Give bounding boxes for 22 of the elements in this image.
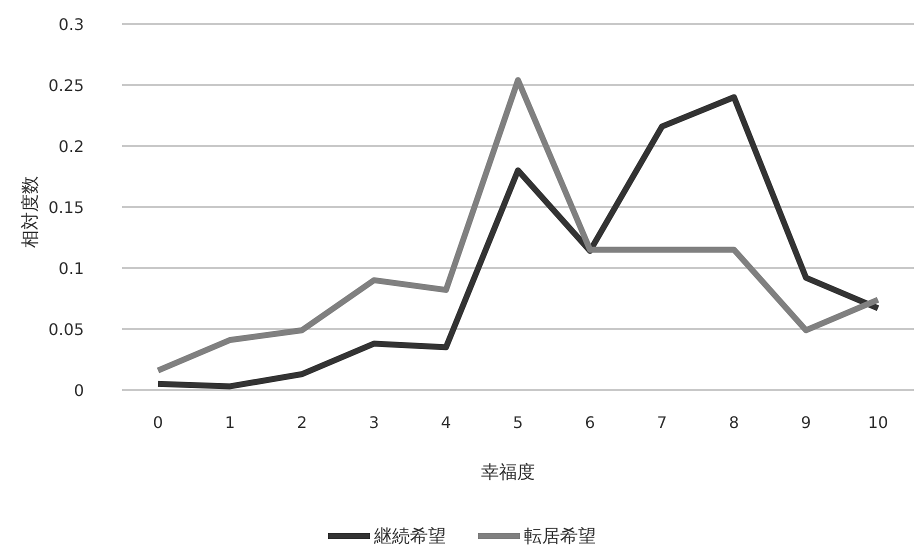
legend-label: 転居希望 — [524, 526, 596, 547]
x-tick-label: 7 — [656, 413, 668, 432]
y-tick-label: 0.2 — [58, 137, 84, 156]
x-tick-label: 3 — [368, 413, 380, 432]
y-tick-label: 0.25 — [48, 76, 84, 95]
y-tick-label: 0.05 — [48, 320, 84, 339]
x-tick-label: 5 — [512, 413, 524, 432]
y-tick-label: 0 — [74, 381, 84, 400]
x-tick-label: 2 — [296, 413, 308, 432]
y-tick-label: 0.1 — [58, 259, 84, 278]
x-tick-label: 4 — [440, 413, 452, 432]
x-tick-label: 6 — [584, 413, 596, 432]
y-tick-label: 0.15 — [48, 198, 84, 217]
x-axis-title: 幸福度 — [481, 462, 535, 483]
x-tick-label: 0 — [152, 413, 164, 432]
y-tick-label: 0.3 — [58, 15, 84, 34]
x-tick-label: 8 — [728, 413, 740, 432]
y-axis-title: 相対度数 — [20, 176, 41, 248]
x-tick-label: 1 — [224, 413, 236, 432]
legend-label: 継続希望 — [373, 526, 446, 547]
x-tick-label: 9 — [800, 413, 812, 432]
x-tick-label: 10 — [868, 413, 888, 432]
